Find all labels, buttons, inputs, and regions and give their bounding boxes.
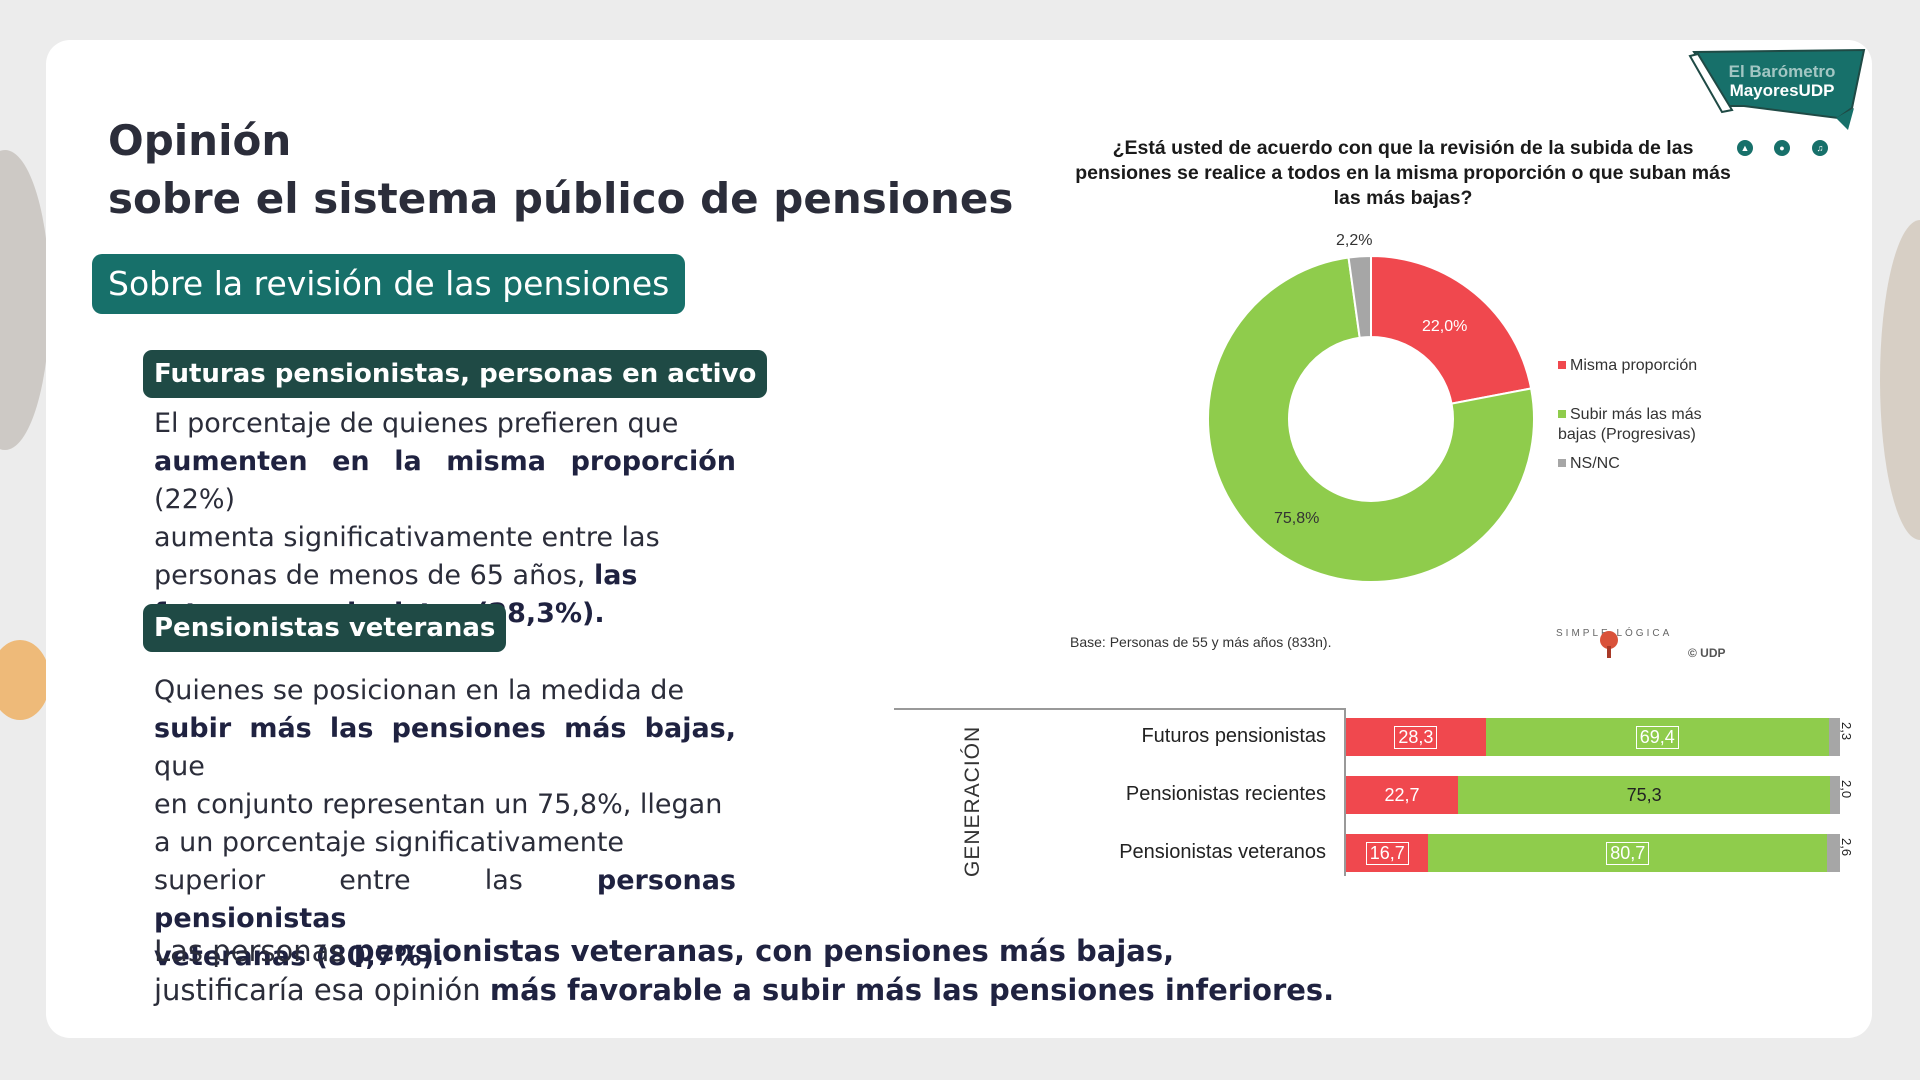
p2-text-2: que (154, 751, 205, 782)
p1-bold-1: aumenten en la misma proporción (154, 446, 736, 477)
p2-line-1: Quienes se posicionan en la medida de (154, 675, 685, 706)
bar-value-label-nsnc: 2,0 (1839, 780, 1854, 799)
bar-segment-misma: 16,7 (1346, 834, 1429, 872)
logo-dot-1-icon: ▲ (1737, 140, 1753, 156)
bar-category-label: Futuros pensionistas (1141, 725, 1326, 747)
bar-segment-nsnc (1827, 834, 1840, 872)
bar-segment-nsnc (1828, 718, 1840, 756)
paragraph-veteran-pensioners: Quienes se posicionan en la medida de su… (154, 672, 736, 976)
tag-future-pensioners: Futuras pensionistas, personas en activo (143, 350, 768, 398)
p2-line-6: veteranas (80,7%). (154, 938, 736, 976)
logo-dot-3-icon: ♫ (1812, 140, 1828, 156)
chart-title: ¿Está usted de acuerdo con que la revisi… (1075, 137, 1731, 209)
legend-label-misma: Misma proporción (1570, 357, 1698, 374)
pie-label-misma: 22,0% (1422, 318, 1468, 335)
p1-line-4: personas de menos de 65 años, las (154, 557, 736, 595)
background-figure-left-orange (0, 640, 50, 720)
bar-segment-subir: 75,3 (1458, 776, 1831, 814)
pie-label-subir: 75,8% (1274, 510, 1320, 527)
conclusion-2b: más favorable a subir más las pensiones … (489, 973, 1335, 1007)
logo-line-2: MayoresUDP (1729, 81, 1835, 100)
logo-line-1: El Barómetro (1728, 62, 1836, 81)
p2-bold-2: subir más las pensiones más bajas, (154, 713, 736, 744)
bar-chart-top-axis (894, 708, 1346, 710)
tree-logo-icon (1600, 631, 1618, 658)
bar-value-label: 80,7 (1606, 841, 1650, 865)
bar-segment-misma: 22,7 (1346, 776, 1459, 814)
conclusion-2a: justificaría esa opinión (154, 973, 490, 1007)
p1-text-4: personas de menos de 65 años, (154, 560, 594, 591)
bar-category-label: Pensionistas veteranos (1119, 841, 1326, 863)
legend-label-subir: Subir más las más bajas (Progresivas) (1558, 406, 1702, 443)
p2-line-2: subir más las pensiones más bajas, que (154, 710, 736, 786)
p1-bold-4: las (593, 560, 638, 591)
tag-veteran-pensioners: Pensionistas veteranas (143, 604, 507, 652)
conclusion-line-1: Las personas pensionistas veteranas, con… (154, 932, 1334, 971)
legend-item-misma: Misma proporción (1558, 356, 1697, 376)
bar-value-label: 28,3 (1394, 725, 1438, 749)
p1-line-1: El porcentaje de quienes prefieren que (154, 408, 679, 439)
legend-item-subir: Subir más las más bajas (Progresivas) (1558, 405, 1738, 445)
pie-label-nsnc: 2,2% (1336, 232, 1373, 249)
bar-segment-misma: 28,3 (1346, 718, 1486, 756)
page-title: Opinión sobre el sistema público de pens… (108, 112, 1013, 228)
bar-value-label: 16,7 (1365, 841, 1409, 865)
title-line-1: Opinión (108, 116, 292, 165)
p1-line-2: aumenten en la misma proporción (22%) (154, 443, 736, 519)
bar-chart-axis-label: GENERACIÓN (961, 725, 984, 877)
bar-category-label: Pensionistas recientes (1125, 783, 1326, 805)
bar-value-label: 75,3 (1626, 784, 1662, 805)
logo-dot-2-icon: ● (1774, 140, 1790, 156)
background-figure-left (0, 150, 50, 450)
barometro-logo (1688, 48, 1866, 130)
p2-bold-6: veteranas (80,7%). (154, 941, 445, 972)
bar-value-label-nsnc: 2,6 (1839, 838, 1854, 857)
conclusion-line-2: justificaría esa opinión más favorable a… (154, 971, 1334, 1010)
conclusion-1a: Las personas (154, 934, 354, 968)
legend-swatch-green (1558, 410, 1566, 418)
base-note: Base: Personas de 55 y más años (833n). (1070, 634, 1332, 650)
bar-value-label: 22,7 (1384, 784, 1420, 805)
paragraph-future-pensioners: El porcentaje de quienes prefieren que a… (154, 405, 736, 633)
udp-credit: © UDP (1688, 646, 1726, 660)
bar-value-label: 69,4 (1635, 725, 1679, 749)
bar-segment-subir: 69,4 (1485, 718, 1829, 756)
logo-text: El Barómetro MayoresUDP (1717, 62, 1847, 100)
p2-line-5: superior entre las personas pensionistas (154, 862, 736, 938)
bar-segment-nsnc (1830, 776, 1840, 814)
legend-swatch-gray (1558, 459, 1566, 467)
legend-swatch-red (1558, 361, 1566, 369)
p1-text-2: (22%) (154, 484, 236, 515)
p2-line-4: a un porcentaje significativamente (154, 827, 625, 858)
background-figure-right (1880, 220, 1920, 540)
conclusion-text: Las personas pensionistas veteranas, con… (154, 932, 1334, 1010)
bar-value-label-nsnc: 2,3 (1839, 722, 1854, 741)
section-banner: Sobre la revisión de las pensiones (92, 254, 686, 314)
p2-text-5: superior entre las (154, 865, 597, 896)
p1-line-3: aumenta significativamente entre las (154, 522, 660, 553)
legend-item-nsnc: NS/NC (1558, 454, 1620, 474)
bar-chart-category-axis (1344, 708, 1346, 876)
conclusion-1b: pensionistas veteranas, con pensiones má… (353, 934, 1175, 968)
bar-segment-subir: 80,7 (1428, 834, 1828, 872)
title-line-2: sobre el sistema público de pensiones (108, 174, 1014, 223)
p2-bold-5: personas pensionistas (154, 865, 736, 934)
p2-line-3: en conjunto representan un 75,8%, llegan (154, 789, 723, 820)
legend-label-nsnc: NS/NC (1570, 455, 1620, 472)
